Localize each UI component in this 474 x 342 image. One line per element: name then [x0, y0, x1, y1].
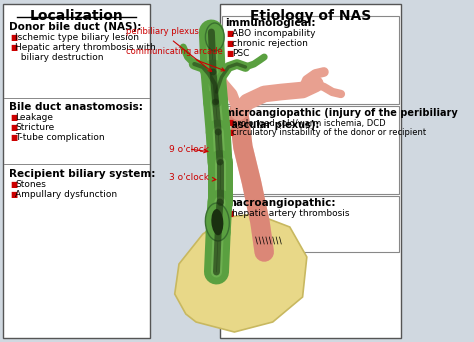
Ellipse shape — [205, 203, 229, 241]
Text: Localization: Localization — [30, 9, 124, 23]
Text: Ampullary dysfunction: Ampullary dysfunction — [15, 190, 118, 199]
Text: Stones: Stones — [15, 180, 46, 189]
FancyBboxPatch shape — [222, 106, 399, 194]
Text: ■: ■ — [227, 128, 234, 136]
Text: circulatory instability of the donor or recipient: circulatory instability of the donor or … — [232, 128, 426, 136]
Text: communicating arcade: communicating arcade — [127, 48, 225, 71]
Text: ■: ■ — [227, 39, 234, 48]
Text: hepatic artery thrombosis: hepatic artery thrombosis — [232, 209, 349, 218]
Text: ■: ■ — [10, 113, 18, 122]
Ellipse shape — [211, 209, 223, 235]
Text: Bile duct anastomosis:: Bile duct anastomosis: — [9, 102, 142, 112]
Text: Ischemic type biliary lesion: Ischemic type biliary lesion — [15, 33, 139, 42]
Text: 9 o'clock: 9 o'clock — [169, 145, 209, 154]
Text: ■: ■ — [10, 180, 18, 189]
Text: Leakage: Leakage — [15, 113, 54, 122]
Text: prolonged cold/warm ischemia, DCD: prolonged cold/warm ischemia, DCD — [232, 118, 385, 128]
Text: ■: ■ — [227, 29, 234, 38]
Text: macroangiopathic:: macroangiopathic: — [225, 198, 336, 208]
Text: Donor bile duct (NAS):: Donor bile duct (NAS): — [9, 22, 141, 32]
Text: ■: ■ — [10, 33, 18, 42]
Text: ■: ■ — [227, 118, 234, 128]
Text: PSC: PSC — [232, 49, 249, 58]
FancyBboxPatch shape — [220, 4, 401, 338]
Text: microangiopathic (injury of the peribiliary
vascular plexus):: microangiopathic (injury of the peribili… — [225, 108, 458, 130]
Text: ■: ■ — [227, 209, 234, 218]
Ellipse shape — [205, 23, 224, 51]
Text: Recipient biliary system:: Recipient biliary system: — [9, 169, 155, 179]
Text: peribiliary plexus: peribiliary plexus — [126, 27, 211, 71]
Text: Etiology of NAS: Etiology of NAS — [250, 9, 371, 23]
Text: ■: ■ — [10, 123, 18, 132]
Text: ■: ■ — [10, 190, 18, 199]
Text: chronic rejection: chronic rejection — [232, 39, 308, 48]
Text: T-tube complication: T-tube complication — [15, 133, 105, 142]
Text: Stricture: Stricture — [15, 123, 55, 132]
Text: ■: ■ — [10, 43, 18, 52]
Text: Hepatic artery thrombosis with
  biliary destruction: Hepatic artery thrombosis with biliary d… — [15, 43, 156, 62]
Text: ■: ■ — [10, 133, 18, 142]
FancyBboxPatch shape — [222, 16, 399, 104]
Text: 3 o'clock: 3 o'clock — [169, 172, 216, 182]
Text: ABO incompability: ABO incompability — [232, 29, 315, 38]
FancyBboxPatch shape — [3, 4, 150, 338]
Text: immunological:: immunological: — [225, 18, 316, 28]
Polygon shape — [175, 214, 307, 332]
FancyBboxPatch shape — [222, 196, 399, 252]
Text: ■: ■ — [227, 49, 234, 58]
